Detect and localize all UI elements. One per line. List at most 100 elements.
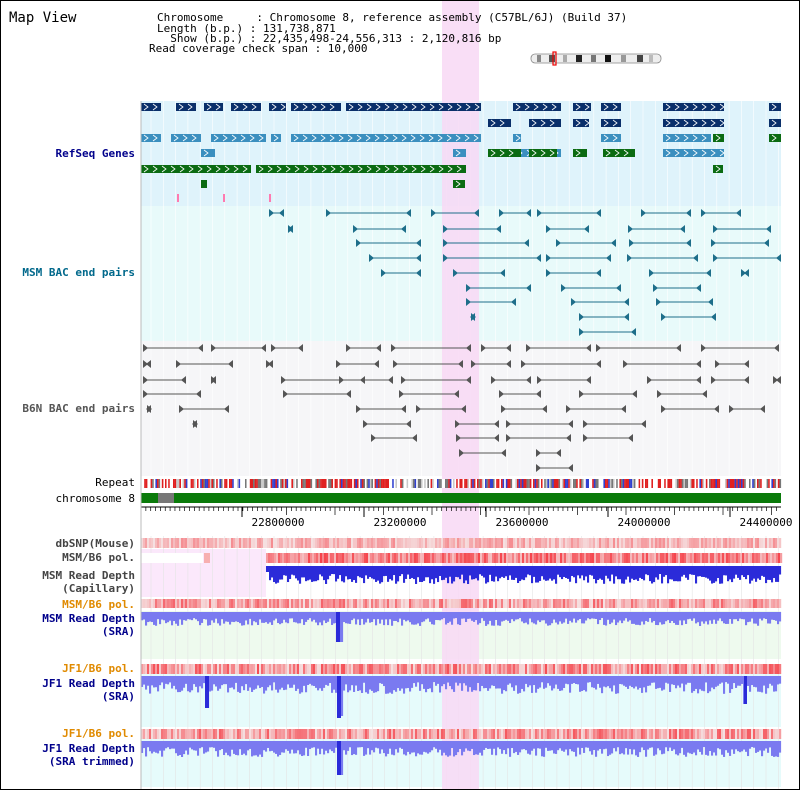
jf1-depth-trim-bar — [323, 741, 326, 755]
jf1-depth-trim-bar — [269, 741, 272, 752]
msm-depth-sra-bar — [465, 612, 468, 623]
dbsnp-heat — [209, 538, 212, 548]
msm-depth-sra-bar — [549, 612, 552, 626]
gene-strand-arrow — [206, 165, 212, 173]
jf1-depth-sra-bar — [625, 676, 628, 687]
msm-depth-sra-bar — [623, 612, 626, 621]
msm-b6-pol-heat — [436, 553, 439, 563]
jf1-depth-sra-bar — [575, 676, 578, 685]
jf1-b6-pol-heat — [653, 664, 656, 674]
dbsnp-heat — [629, 538, 632, 548]
msm-b6-pol2-heat — [697, 599, 700, 608]
msm-depth-cap-bar — [409, 566, 412, 579]
jf1-depth-trim-bar — [597, 741, 600, 751]
jf1-b6-pol2-heat — [537, 729, 540, 739]
jf1-b6-pol-heat — [147, 664, 150, 674]
track-label-jf1-depth-sra[interactable]: JF1 Read Depth (SRA) — [42, 677, 135, 703]
jf1-depth-sra-bar — [475, 676, 478, 691]
jf1-depth-trim-bar — [379, 741, 382, 754]
dbsnp-heat — [429, 538, 432, 548]
msm-b6-pol2-heat — [589, 599, 592, 608]
msm-bac-pair-end — [686, 239, 691, 247]
msm-b6-pol2-heat — [699, 599, 702, 608]
jf1-depth-sra-bar — [647, 676, 650, 686]
msm-depth-cap-bar — [379, 566, 382, 584]
msm-b6-pol-heat — [310, 553, 313, 563]
track-label-msm-bac[interactable]: MSM BAC end pairs — [22, 266, 135, 279]
gene-strand-arrow — [188, 165, 194, 173]
track-label-jf1-b6-pol-1[interactable]: JF1/B6 pol. — [62, 662, 135, 675]
gene-strand-arrow — [213, 134, 219, 142]
dbsnp-heat — [355, 538, 358, 548]
jf1-depth-sra-bar — [473, 676, 476, 691]
msm-b6-pol2-heat — [405, 599, 408, 608]
repeat-mark — [619, 479, 622, 488]
msm-b6-pol2-heat — [381, 599, 384, 608]
jf1-b6-pol-heat — [321, 664, 324, 674]
jf1-depth-trim-bar — [711, 741, 714, 756]
dbsnp-heat — [353, 538, 356, 548]
msm-depth-cap-bar — [507, 566, 510, 580]
track-label-msm-b6-pol-2[interactable]: MSM/B6 pol. — [62, 598, 135, 611]
track-label-chromosome[interactable]: chromosome 8 — [55, 492, 135, 505]
msm-b6-pol-heat — [586, 553, 589, 563]
msm-b6-pol2-heat — [655, 599, 658, 608]
jf1-b6-pol-heat — [325, 664, 328, 674]
msm-depth-cap-bar — [617, 566, 620, 580]
jf1-b6-pol2-heat — [315, 729, 318, 739]
track-label-jf1-depth-trimmed[interactable]: JF1 Read Depth (SRA trimmed) — [42, 742, 135, 768]
dbsnp-heat — [219, 538, 222, 548]
gene-block — [601, 119, 621, 127]
track-label-repeat[interactable]: Repeat — [95, 476, 135, 489]
jf1-depth-sra-bar — [493, 676, 496, 686]
jf1-depth-trim-bar — [505, 741, 508, 755]
msm-depth-cap-bar — [667, 566, 670, 584]
msm-b6-pol2-heat — [459, 599, 462, 608]
jf1-b6-pol2-heat — [317, 729, 320, 739]
msm-b6-pol2-heat — [503, 599, 506, 608]
jf1-depth-trim-bar — [575, 741, 578, 757]
gene-strand-arrow — [719, 103, 725, 111]
gene-strand-arrow — [549, 149, 555, 157]
jf1-depth-trim-bar — [525, 741, 528, 751]
jf1-depth-trim-bar — [653, 741, 656, 756]
msm-bac-pair-end — [524, 239, 529, 247]
repeat-mark — [481, 479, 484, 488]
track-label-msm-depth-capillary[interactable]: MSM Read Depth (Capillary) — [42, 569, 135, 595]
jf1-b6-pol2-heat — [557, 729, 560, 739]
jf1-b6-pol2-heat — [187, 729, 190, 739]
msm-depth-cap-bar — [595, 566, 598, 584]
gene-block — [488, 119, 511, 127]
repeat-mark — [509, 479, 511, 488]
msm-b6-pol2-heat — [723, 599, 726, 608]
track-label-dbsnp[interactable]: dbSNP(Mouse) — [55, 537, 135, 550]
msm-depth-sra-bar — [297, 612, 300, 624]
dbsnp-heat — [223, 538, 226, 548]
jf1-b6-pol-heat — [613, 664, 616, 674]
dbsnp-heat — [711, 538, 714, 548]
repeat-mark — [435, 479, 438, 488]
track-label-b6n-bac[interactable]: B6N BAC end pairs — [22, 402, 135, 415]
msm-b6-pol-heat — [642, 553, 645, 563]
msm-depth-cap-bar — [451, 566, 454, 584]
repeat-mark — [670, 479, 673, 488]
msm-b6-pol2-heat — [765, 599, 768, 608]
msm-b6-pol-heat — [292, 553, 295, 563]
jf1-depth-sra-bar — [755, 676, 758, 688]
repeat-mark — [257, 479, 260, 488]
track-label-msm-depth-sra[interactable]: MSM Read Depth (SRA) — [42, 612, 135, 638]
track-label-msm-b6-pol-1[interactable]: MSM/B6 pol. — [62, 551, 135, 564]
gene-block — [176, 103, 196, 111]
msm-b6-pol-heat — [680, 553, 683, 563]
repeat-mark — [630, 479, 633, 488]
jf1-depth-sra-bar — [471, 676, 474, 692]
msm-b6-pol-heat — [522, 553, 525, 563]
jf1-depth-sra-bar — [325, 676, 328, 685]
dbsnp-heat — [473, 538, 476, 548]
msm-b6-pol-heat — [434, 553, 437, 563]
track-label-jf1-b6-pol-2[interactable]: JF1/B6 pol. — [62, 727, 135, 740]
track-label-refseq[interactable]: RefSeq Genes — [55, 147, 135, 160]
dbsnp-heat — [401, 538, 404, 548]
jf1-b6-pol2-heat — [633, 729, 636, 739]
